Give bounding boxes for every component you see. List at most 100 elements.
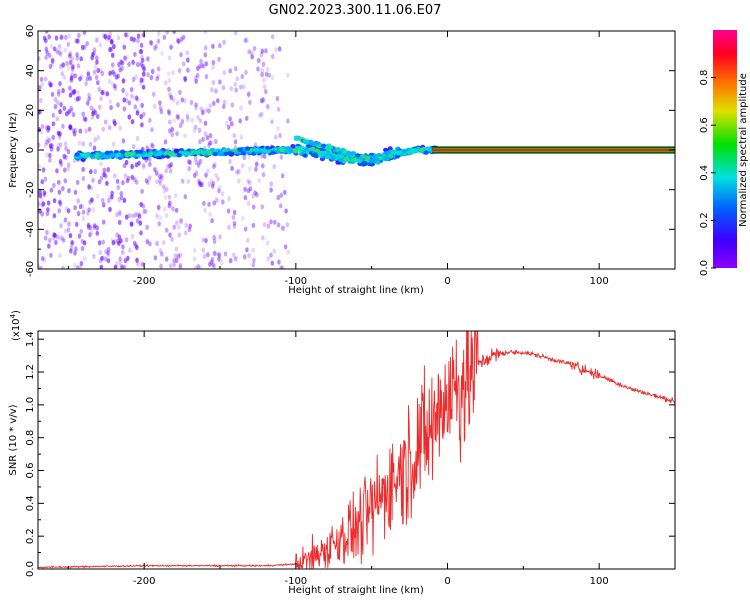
noise-point xyxy=(278,203,283,209)
noise-point xyxy=(77,32,81,39)
ridge-point xyxy=(395,150,401,156)
noise-point xyxy=(204,61,209,67)
noise-point xyxy=(229,86,234,92)
noise-point xyxy=(108,46,112,53)
noise-point xyxy=(155,179,159,185)
ridge-point xyxy=(388,154,394,159)
noise-point xyxy=(46,207,50,213)
noise-point xyxy=(151,143,155,149)
ridge-point xyxy=(279,147,285,153)
ridge-point xyxy=(248,148,254,153)
noise-point xyxy=(49,252,53,258)
noise-point xyxy=(157,31,161,37)
noise-point xyxy=(54,47,59,54)
noise-point xyxy=(167,55,172,61)
noise-point xyxy=(82,31,87,35)
noise-point xyxy=(101,126,106,132)
noise-point xyxy=(39,129,44,135)
branch-point xyxy=(360,154,366,159)
noise-point xyxy=(192,247,197,254)
noise-point xyxy=(202,200,206,206)
noise-point xyxy=(110,39,114,45)
noise-point xyxy=(234,256,238,262)
noise-point xyxy=(247,49,251,55)
noise-point xyxy=(44,48,49,54)
noise-point xyxy=(175,113,180,120)
noise-point xyxy=(221,199,225,205)
noise-point xyxy=(201,108,205,114)
y-tick-label: 1.4 xyxy=(25,331,36,347)
noise-point xyxy=(121,138,126,144)
noise-point xyxy=(133,51,137,57)
noise-point xyxy=(186,57,190,63)
ridge-point xyxy=(124,151,130,157)
noise-point xyxy=(54,35,59,41)
noise-point xyxy=(89,197,94,203)
y-tick-label: 0.2 xyxy=(25,528,36,544)
noise-point xyxy=(95,193,100,199)
noise-point xyxy=(228,68,232,74)
noise-point xyxy=(260,48,265,54)
noise-point xyxy=(210,218,214,224)
colorbar-tick-label: 0.2 xyxy=(699,212,710,228)
noise-point xyxy=(251,262,256,268)
noise-point xyxy=(156,73,160,79)
noise-point xyxy=(42,35,47,41)
noise-point xyxy=(279,265,283,269)
ridge-point xyxy=(394,154,401,159)
noise-point xyxy=(239,105,243,111)
noise-point xyxy=(118,256,122,262)
noise-point xyxy=(174,207,179,213)
noise-point xyxy=(198,158,203,164)
noise-point xyxy=(179,52,183,58)
noise-point xyxy=(165,186,169,192)
noise-point xyxy=(285,72,290,78)
noise-point xyxy=(139,49,144,55)
noise-point xyxy=(108,99,112,105)
noise-point xyxy=(109,38,114,45)
noise-point xyxy=(106,250,110,256)
noise-point xyxy=(68,92,73,98)
noise-point xyxy=(168,163,172,169)
noise-point xyxy=(63,228,68,234)
noise-point xyxy=(116,102,120,108)
noise-point xyxy=(254,166,258,172)
noise-point xyxy=(274,47,278,53)
noise-point xyxy=(53,96,58,102)
noise-point xyxy=(89,185,94,191)
noise-point xyxy=(66,149,71,155)
ridge-point xyxy=(383,150,390,156)
noise-point xyxy=(87,92,91,98)
noise-point xyxy=(211,79,216,86)
noise-point xyxy=(194,265,198,269)
noise-point xyxy=(101,239,105,245)
noise-point xyxy=(111,240,116,246)
noise-point xyxy=(102,167,107,173)
noise-point xyxy=(208,211,212,217)
noise-point xyxy=(63,178,68,184)
noise-point xyxy=(78,204,83,210)
noise-point xyxy=(131,144,136,150)
y-tick-label: 0.0 xyxy=(25,561,36,577)
branch-point xyxy=(346,151,352,156)
noise-point xyxy=(169,162,174,168)
noise-point xyxy=(167,71,171,77)
noise-point xyxy=(76,198,80,204)
ridge-point xyxy=(221,148,227,153)
noise-point xyxy=(117,240,121,246)
noise-point xyxy=(148,161,152,167)
noise-point xyxy=(65,60,69,67)
noise-point xyxy=(211,180,215,186)
colorbar-tick-label: 0.8 xyxy=(699,70,710,86)
noise-point xyxy=(146,56,150,62)
colorbar-tick-label: 0.6 xyxy=(699,117,710,133)
noise-point xyxy=(121,265,125,269)
noise-point xyxy=(75,265,80,269)
noise-point xyxy=(168,128,172,134)
noise-point xyxy=(100,70,105,77)
noise-point xyxy=(167,110,172,116)
noise-point xyxy=(243,186,247,192)
noise-point xyxy=(64,34,68,40)
ridge-point xyxy=(168,151,174,156)
noise-point xyxy=(166,109,171,115)
